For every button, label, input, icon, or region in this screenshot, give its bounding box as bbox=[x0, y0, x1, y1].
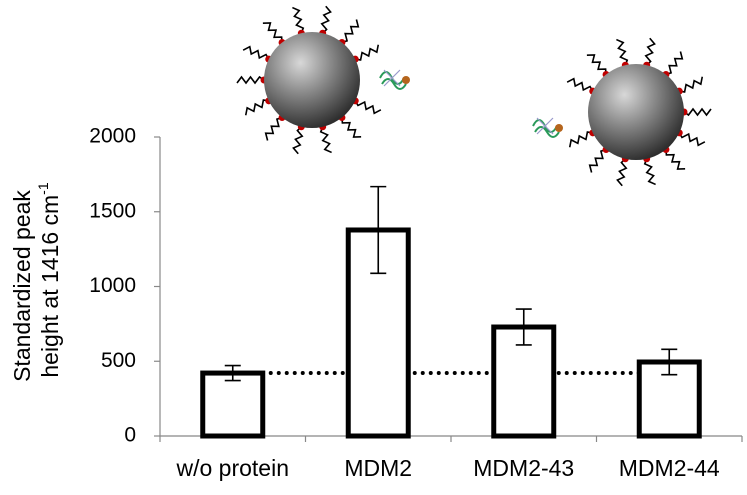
ligand bbox=[292, 126, 304, 155]
ligand bbox=[244, 99, 269, 116]
bar bbox=[200, 370, 266, 439]
ligand bbox=[616, 158, 628, 187]
ligand bbox=[683, 107, 712, 117]
ligand bbox=[320, 5, 332, 34]
protein bbox=[536, 117, 554, 135]
ligand bbox=[644, 37, 656, 66]
ligand bbox=[586, 54, 607, 75]
protein-tag bbox=[402, 76, 410, 84]
ligand bbox=[355, 44, 380, 61]
nanoparticle-illustrations bbox=[236, 5, 712, 187]
y-axis-label-main: height at 1416 cm bbox=[37, 195, 63, 378]
y-tick-label: 2000 bbox=[89, 125, 136, 148]
x-tick-label: MDM2-44 bbox=[619, 455, 720, 481]
nanoparticle bbox=[264, 32, 360, 128]
protein bbox=[383, 69, 401, 87]
y-axis-label: Standardized peak bbox=[9, 190, 35, 382]
ligand bbox=[354, 100, 382, 115]
ligand bbox=[264, 116, 283, 141]
ligand bbox=[236, 75, 265, 85]
ligand bbox=[568, 131, 593, 148]
y-axis-label-superscript: -1 bbox=[35, 182, 51, 195]
protein-tag bbox=[555, 124, 563, 132]
ligand bbox=[665, 51, 684, 76]
ligand bbox=[341, 117, 362, 138]
ligand bbox=[242, 45, 270, 60]
ligand bbox=[292, 6, 305, 34]
y-tick-label: 0 bbox=[124, 424, 136, 447]
ligand bbox=[588, 148, 607, 173]
ligand bbox=[262, 22, 283, 43]
ligand bbox=[616, 38, 629, 66]
x-tick-label: MDM2-43 bbox=[473, 455, 574, 481]
ligand bbox=[679, 76, 704, 93]
ligand bbox=[319, 126, 332, 154]
x-tick-label: w/o protein bbox=[175, 455, 289, 481]
y-tick-label: 500 bbox=[101, 349, 136, 372]
y-tick-label: 1500 bbox=[89, 199, 136, 222]
ligand bbox=[341, 19, 360, 44]
x-tick-label: MDM2 bbox=[344, 455, 412, 481]
y-tick-label: 1000 bbox=[89, 274, 136, 297]
ligand bbox=[643, 158, 656, 186]
ligand bbox=[665, 149, 686, 170]
y-axis-label: height at 1416 cm-1 bbox=[35, 182, 63, 378]
ligand bbox=[566, 77, 594, 92]
nanoparticle bbox=[588, 64, 684, 160]
ligand bbox=[678, 132, 706, 147]
